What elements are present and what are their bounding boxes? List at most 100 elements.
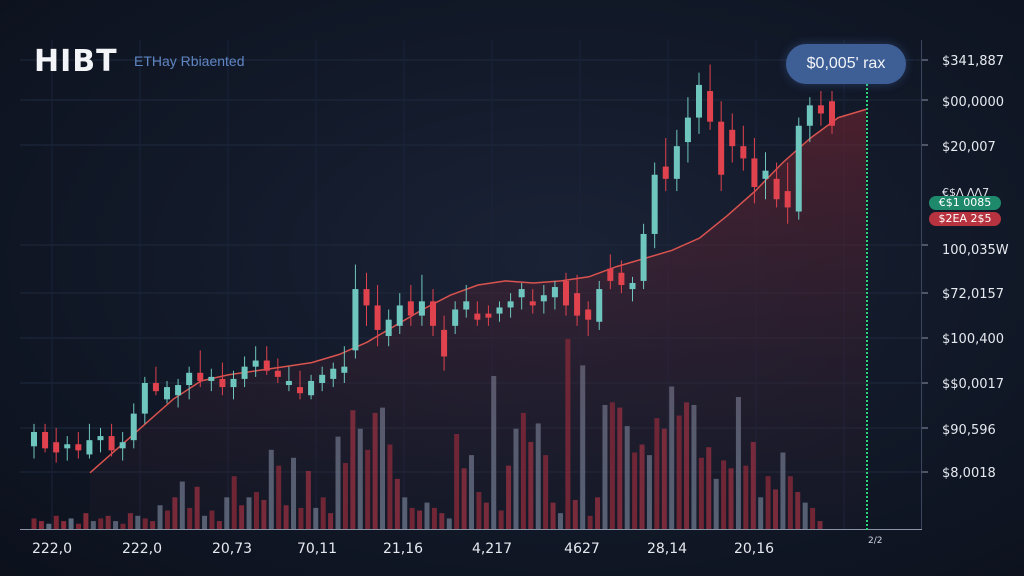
candle-body	[152, 383, 159, 392]
candle-body	[308, 380, 315, 396]
candle-body	[130, 413, 137, 441]
price-label: $72,0157	[942, 287, 1005, 302]
candle-body	[441, 329, 448, 357]
moving-average-line	[89, 108, 867, 474]
time-tick-label: 20,73	[211, 541, 253, 557]
time-tick-label: 4,217	[471, 541, 513, 557]
time-axis-corner-label: 2/2	[868, 536, 883, 546]
chart-subtitle: ETHay Rbiaented	[134, 53, 245, 69]
candle-body	[64, 444, 71, 449]
time-tick-label: 21,16	[382, 541, 424, 557]
volume-bar	[31, 518, 37, 529]
candle-body	[718, 121, 725, 175]
candle-body	[374, 305, 381, 330]
candle-body	[618, 272, 625, 285]
candle-body	[496, 307, 503, 314]
crosshair-cursor-line[interactable]	[866, 80, 868, 530]
price-axis-line	[921, 40, 922, 530]
price-badge[interactable]: $0,005' rax	[786, 44, 906, 84]
candle-body	[297, 387, 303, 394]
candle-body	[640, 233, 647, 281]
candle-body	[141, 383, 148, 414]
candle-body	[263, 360, 270, 371]
candle-body	[773, 178, 780, 200]
candle-body	[474, 313, 481, 320]
candle-body	[75, 444, 82, 451]
price-label: $90,596	[942, 423, 996, 438]
price-label: $100,400	[942, 332, 1005, 347]
time-tick-label: 4627	[564, 541, 600, 557]
candle-body	[574, 293, 581, 316]
volume-bar	[61, 521, 67, 529]
price-label: 100,035W	[942, 243, 1009, 258]
price-label: $00,0000	[942, 95, 1005, 110]
candle-body	[607, 268, 614, 281]
candle-body	[252, 360, 259, 367]
candle-body	[97, 436, 104, 441]
candle-body	[740, 146, 747, 159]
candle-body	[407, 301, 414, 316]
candle-body	[551, 287, 558, 298]
candle-body	[197, 372, 204, 381]
price-label: $$0,0017	[942, 377, 1005, 392]
price-label: €$Λ ΛΛ7	[942, 186, 990, 199]
candle-body	[119, 442, 126, 449]
candle-body	[164, 387, 170, 400]
brand-logo: HIBT	[34, 44, 118, 79]
candle-body	[529, 301, 536, 306]
candle-body	[341, 366, 348, 373]
current-price-tag-green[interactable]: €$1 0085	[929, 196, 1001, 210]
candle-body	[563, 280, 569, 306]
time-tick-label: 222,0	[121, 541, 163, 557]
candle-body	[53, 442, 60, 453]
candle-body	[707, 91, 714, 122]
candle-body	[42, 432, 49, 449]
time-tick-label: 70,11	[296, 541, 338, 557]
candle-body	[396, 305, 403, 326]
volume-bar	[38, 521, 44, 529]
candle-body	[86, 440, 93, 455]
price-label: $20,007	[942, 140, 996, 155]
candle-body	[485, 313, 492, 318]
candle-body	[219, 378, 226, 388]
candle-body	[696, 84, 702, 118]
candle-body	[352, 289, 359, 351]
current-price-tag-red[interactable]: $2EA 2$5	[929, 212, 1001, 226]
candle-body	[285, 380, 292, 386]
candle-body	[175, 385, 182, 396]
candle-body	[829, 101, 835, 126]
candle-body	[662, 166, 669, 179]
candle-body	[230, 378, 237, 388]
time-axis-line	[20, 529, 922, 530]
candle-body	[518, 289, 525, 298]
candle-body	[463, 301, 470, 310]
candle-body	[208, 376, 215, 381]
volume-bar	[46, 523, 52, 529]
candle-body	[385, 319, 392, 337]
candle-body	[729, 129, 736, 147]
candle-body	[241, 366, 248, 379]
candle-body	[452, 309, 459, 326]
candle-body	[795, 125, 802, 212]
candle-body	[363, 289, 370, 306]
candle-body	[330, 368, 337, 379]
candle-body	[684, 117, 691, 143]
time-tick-label: 222,0	[31, 541, 73, 557]
candle-body	[806, 105, 813, 126]
candle-body	[596, 289, 603, 322]
time-tick-label: 28,14	[646, 541, 688, 557]
volume-bar	[83, 513, 89, 529]
candle-body	[418, 301, 425, 316]
volume-bar	[75, 523, 81, 529]
candle-body	[651, 174, 658, 234]
candle-body	[762, 170, 769, 179]
candle-body	[186, 372, 193, 386]
candle-body	[673, 146, 680, 179]
candle-body	[817, 105, 824, 114]
candle-body	[585, 309, 592, 320]
price-label: $341,887	[942, 54, 1005, 69]
price-label: $8,0018	[942, 466, 996, 481]
candle-body	[540, 295, 547, 302]
candle-body	[31, 432, 37, 447]
